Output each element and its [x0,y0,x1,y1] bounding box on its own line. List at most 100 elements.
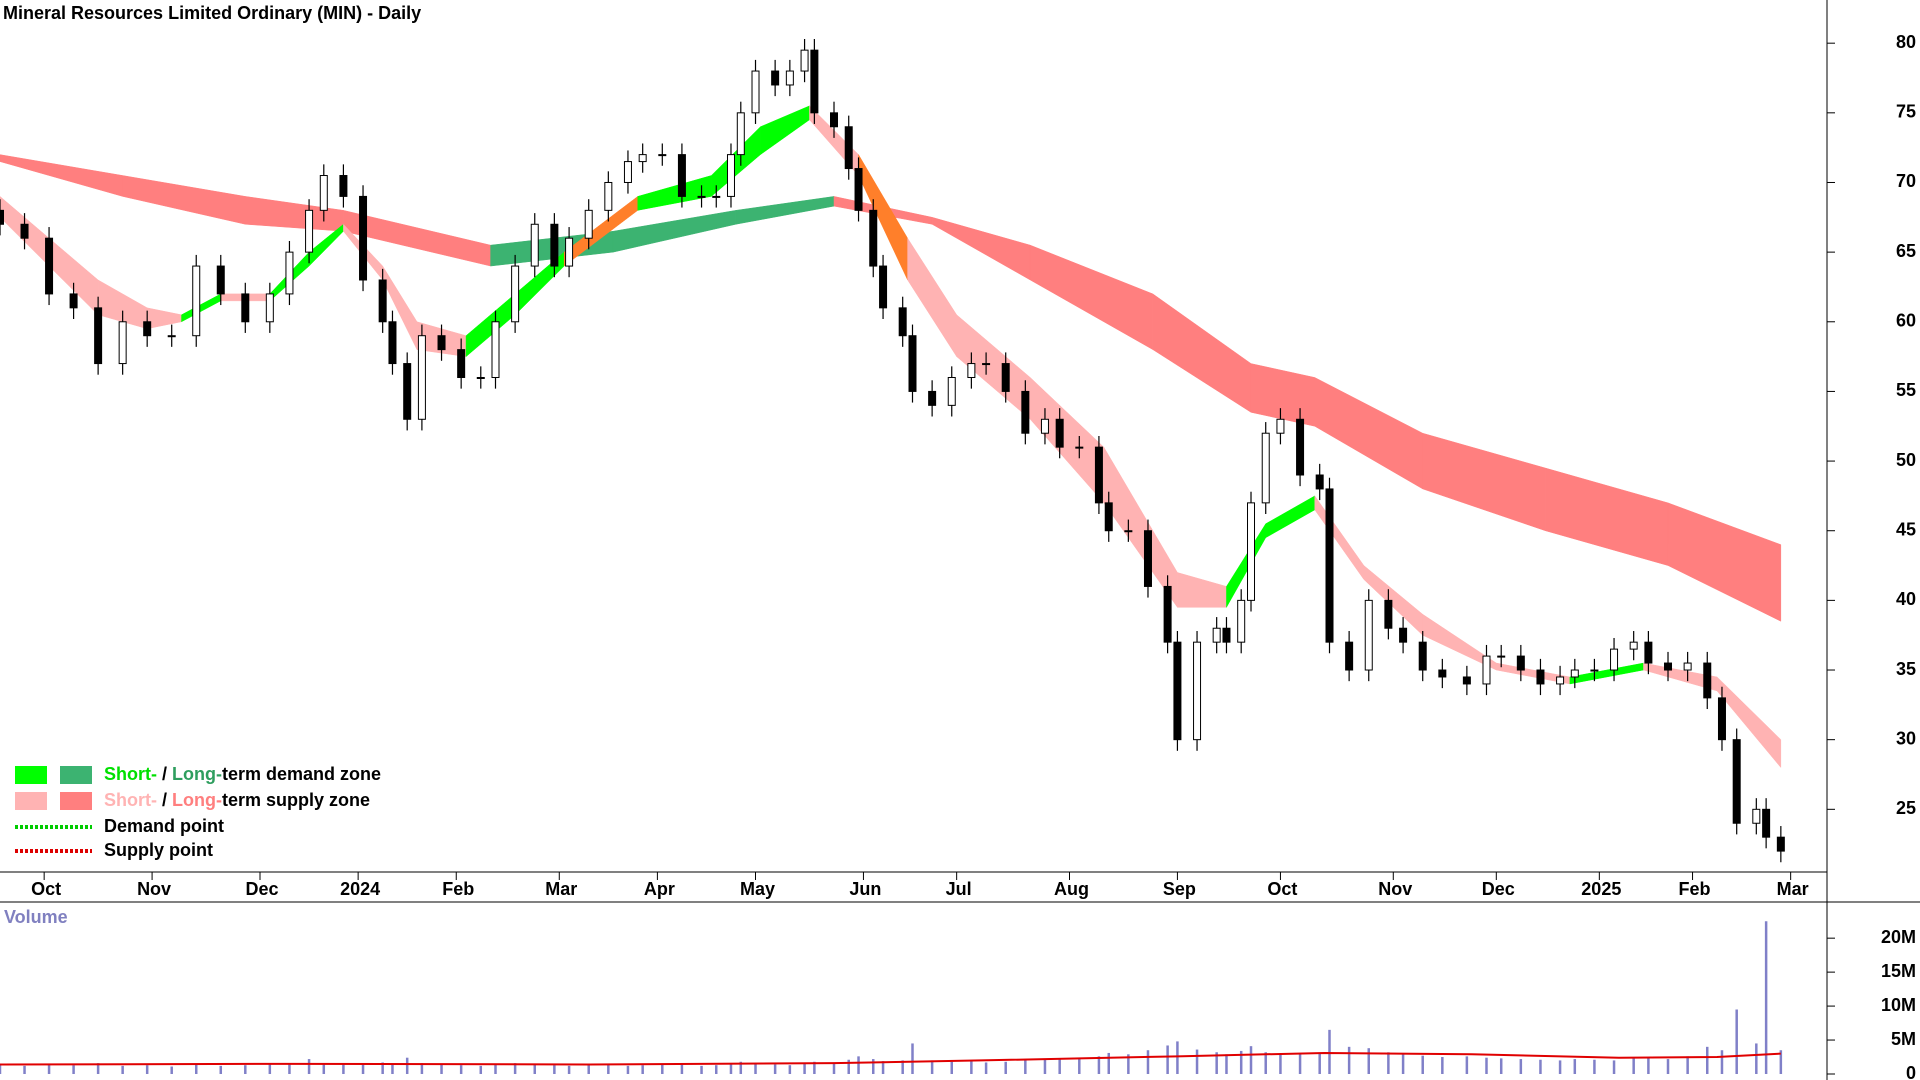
x-tick-label: Nov [137,879,171,899]
candle-body [623,161,632,183]
candle-body [94,307,103,365]
candle-body [1752,808,1761,824]
candle-body [1315,474,1324,490]
short-band [146,307,182,330]
candle-body [491,321,500,378]
candle-body [1222,627,1231,643]
long-band [1250,363,1316,427]
candle-body [550,223,559,267]
short-band [1265,495,1316,539]
x-tick-label: Feb [442,879,474,899]
candle-body [1384,599,1393,629]
y-tick-label: 65 [1896,241,1916,261]
long-band [0,154,123,197]
x-tick-label: Sep [1163,879,1196,899]
candle-body [437,335,446,351]
y-tick-label: 0 [1906,1063,1916,1080]
candle-body [118,321,127,365]
candle-body [1418,641,1427,671]
short-band [1177,572,1227,608]
candle-body [1296,418,1305,476]
y-tick-label: 60 [1896,311,1916,331]
long-band [1545,467,1669,566]
candle-body [712,195,721,198]
candle-body [1536,669,1545,685]
x-tick-label: Mar [1777,879,1809,899]
candle-body [285,251,294,295]
candle-body [1163,585,1172,643]
short-band [637,175,712,211]
candle-body [1247,502,1256,601]
candle-body [530,223,539,267]
candle-body [697,195,706,198]
candle-body [785,70,794,86]
x-tick-label: Aug [1054,879,1089,899]
candle-body [167,335,176,338]
long-band [735,196,835,225]
candle-body [982,363,991,366]
legend-text: Short- [104,764,157,784]
candle-body [319,175,328,211]
candle-body [751,70,760,114]
legend-text: Supply point [104,840,213,860]
candle-body [800,49,809,72]
y-tick-label: 70 [1896,171,1916,191]
legend-label: Short- / Long-term supply zone [104,790,370,810]
y-tick-label: 45 [1896,519,1916,539]
short-band [1314,495,1365,581]
candle-body [69,293,78,309]
candle-body [192,265,201,337]
candle-body [898,307,907,337]
y-tick-label: 25 [1896,798,1916,818]
candle-body [565,237,574,267]
short-band [181,293,222,323]
short-band [382,265,418,350]
candle-body [1732,739,1741,824]
short-band [711,126,761,197]
legend-text: / [157,790,172,810]
y-tick-label: 20M [1881,927,1916,947]
legend-label: Supply point [104,840,213,860]
legend-text: term demand zone [222,764,381,784]
candle-body [457,349,466,378]
y-tick-label: 15M [1881,961,1916,981]
candle-body [1325,488,1334,643]
candle-body [726,154,735,197]
candle-body [1482,655,1491,685]
volume-title: Volume [4,907,68,927]
candle-body [1001,363,1010,392]
candle-body [1124,530,1133,533]
y-tick-label: 80 [1896,32,1916,52]
long-band [1152,293,1252,413]
candle-body [359,195,368,281]
candle-body [1644,641,1653,664]
candle-body [1683,662,1692,671]
candle-body [1173,641,1182,741]
candle-body [677,154,686,197]
candle-body [1237,599,1246,643]
legend-text: Short- [104,790,157,810]
candle-body [1104,502,1113,532]
candle-body [1570,669,1579,678]
legend-label: Demand point [104,816,224,836]
candle-body [1438,669,1447,678]
candle-body [830,112,839,128]
short-band [1226,522,1266,609]
x-tick-label: Oct [1267,879,1297,899]
candle-body [241,293,250,323]
candle-body [604,181,613,211]
x-tick-label: 2025 [1581,879,1621,899]
candle-body [378,279,387,323]
candle-body [638,154,647,163]
candle-body [1776,836,1785,852]
short-band [1569,662,1644,685]
candle-body [45,237,54,295]
legend-text: / [157,764,172,784]
chart-title: Mineral Resources Limited Ordinary (MIN)… [3,3,421,23]
candle-body [658,154,667,157]
candle-body [476,376,485,379]
y-tick-label: 75 [1896,102,1916,122]
y-tick-label: 40 [1896,589,1916,609]
candle-body [388,321,397,365]
